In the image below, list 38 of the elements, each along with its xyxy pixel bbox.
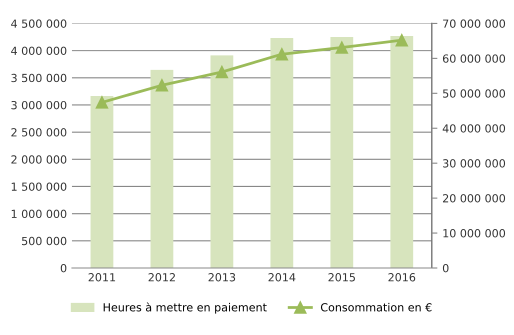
bar	[330, 36, 354, 268]
y-tick-label: 1 000 000	[12, 210, 66, 218]
y-tick-label: 1 500 000	[12, 182, 66, 191]
point	[156, 79, 168, 92]
y-tick-label: 0	[60, 264, 66, 272]
x-tick-label: 2013	[208, 273, 236, 282]
y-tick-label: 3 500 000	[11, 74, 66, 82]
y2-tick-label: 60 000 000	[442, 54, 506, 63]
point	[336, 41, 348, 54]
y2-tick-label: 70 000 000	[443, 19, 506, 28]
y2-tick-label: 10 000 000	[443, 229, 506, 238]
point	[216, 66, 228, 78]
y-tick-label: 2 500 000	[11, 128, 66, 137]
y-tick-label: 2 000 000	[11, 155, 66, 164]
bar	[90, 96, 114, 268]
y2-tick-label: 30 000 000	[443, 159, 506, 168]
y2-tick-label: 0	[442, 264, 449, 272]
y2-tick-label: 20 000 000	[442, 194, 506, 203]
x-tick-label: 2014	[268, 273, 296, 282]
y-tick-label: 4 500 000	[11, 19, 66, 28]
legend-label: Heures à mettre en paiement	[104, 302, 267, 314]
point	[396, 34, 408, 46]
x-tick-label: 2015	[328, 273, 355, 282]
y2-tick-label: 40 000 000	[442, 124, 506, 133]
y-tick-label: 4 000 000	[11, 46, 66, 55]
x-tick-label: 2011	[88, 273, 116, 282]
y2-tick-label: 50 000 000	[443, 89, 506, 98]
bar	[390, 36, 414, 268]
bar	[210, 55, 234, 268]
y-tick-label: 3 000 000	[11, 100, 66, 110]
point	[276, 48, 288, 60]
x-tick-label: 2012	[148, 273, 175, 282]
point	[96, 96, 108, 109]
x-tick-label: 2016	[388, 273, 416, 282]
bar	[150, 70, 174, 268]
bar	[270, 38, 294, 268]
y-tick-label: 500 000	[22, 236, 66, 246]
legend-label: Consommation en €	[320, 302, 432, 312]
